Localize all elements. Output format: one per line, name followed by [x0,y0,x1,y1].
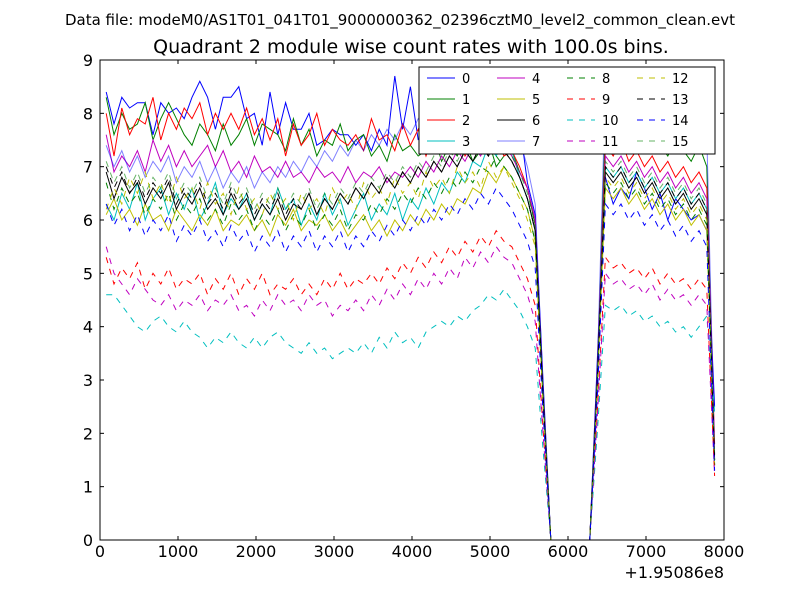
series-line-2 [105,97,716,540]
y-tick-label: 0 [83,531,93,550]
chart-suptitle: Data file: modeM0/AS1T01_041T01_90000003… [65,11,735,30]
legend-label-9: 9 [602,93,610,108]
y-tick-label: 2 [83,424,93,443]
y-tick-label: 8 [83,104,93,123]
series-line-15 [105,133,716,540]
y-tick-label: 6 [83,211,93,230]
x-tick-label: 7000 [626,542,667,561]
legend-label-13: 13 [672,93,689,108]
y-tick-label: 1 [83,478,93,497]
x-tick-label: 1000 [158,542,199,561]
x-axis-offset-label: +1.95086e8 [624,563,724,582]
legend-label-11: 11 [602,135,619,150]
series-line-11 [105,245,716,540]
series-layer [105,74,716,540]
x-axis: 0 1000 2000 3000 4000 5000 6000 7000 8000 [95,60,744,561]
legend-label-12: 12 [672,72,689,87]
x-tick-label: 2000 [236,542,277,561]
x-tick-label: 6000 [548,542,589,561]
y-tick-label: 5 [83,264,93,283]
legend-label-15: 15 [672,135,689,150]
y-tick-label: 9 [83,51,93,70]
series-line-0 [105,74,716,540]
y-tick-label: 4 [83,318,93,337]
legend-label-6: 6 [532,114,540,129]
x-tick-label: 0 [95,542,105,561]
x-tick-label: 5000 [470,542,511,561]
series-line-13 [105,139,716,540]
series-line-4 [105,134,716,540]
legend-label-1: 1 [462,93,470,108]
x-tick-label: 8000 [704,542,745,561]
legend-label-14: 14 [672,114,689,129]
series-line-14 [105,187,716,540]
y-tick-label: 3 [83,371,93,390]
legend-label-0: 0 [462,72,470,87]
legend-label-5: 5 [532,93,540,108]
x-tick-label: 4000 [392,542,433,561]
y-tick-label: 7 [83,158,93,177]
series-line-9 [105,229,716,540]
legend-box [418,66,716,155]
x-tick-label: 3000 [314,542,355,561]
legend-label-10: 10 [602,114,619,129]
legend-label-2: 2 [462,114,470,129]
legend-label-8: 8 [602,72,610,87]
legend-label-3: 3 [462,135,470,150]
series-line-5 [105,165,716,540]
legend-label-4: 4 [532,72,540,87]
chart-title: Quadrant 2 module wise count rates with … [153,36,669,58]
legend-label-7: 7 [532,135,540,150]
series-line-8 [105,155,716,540]
